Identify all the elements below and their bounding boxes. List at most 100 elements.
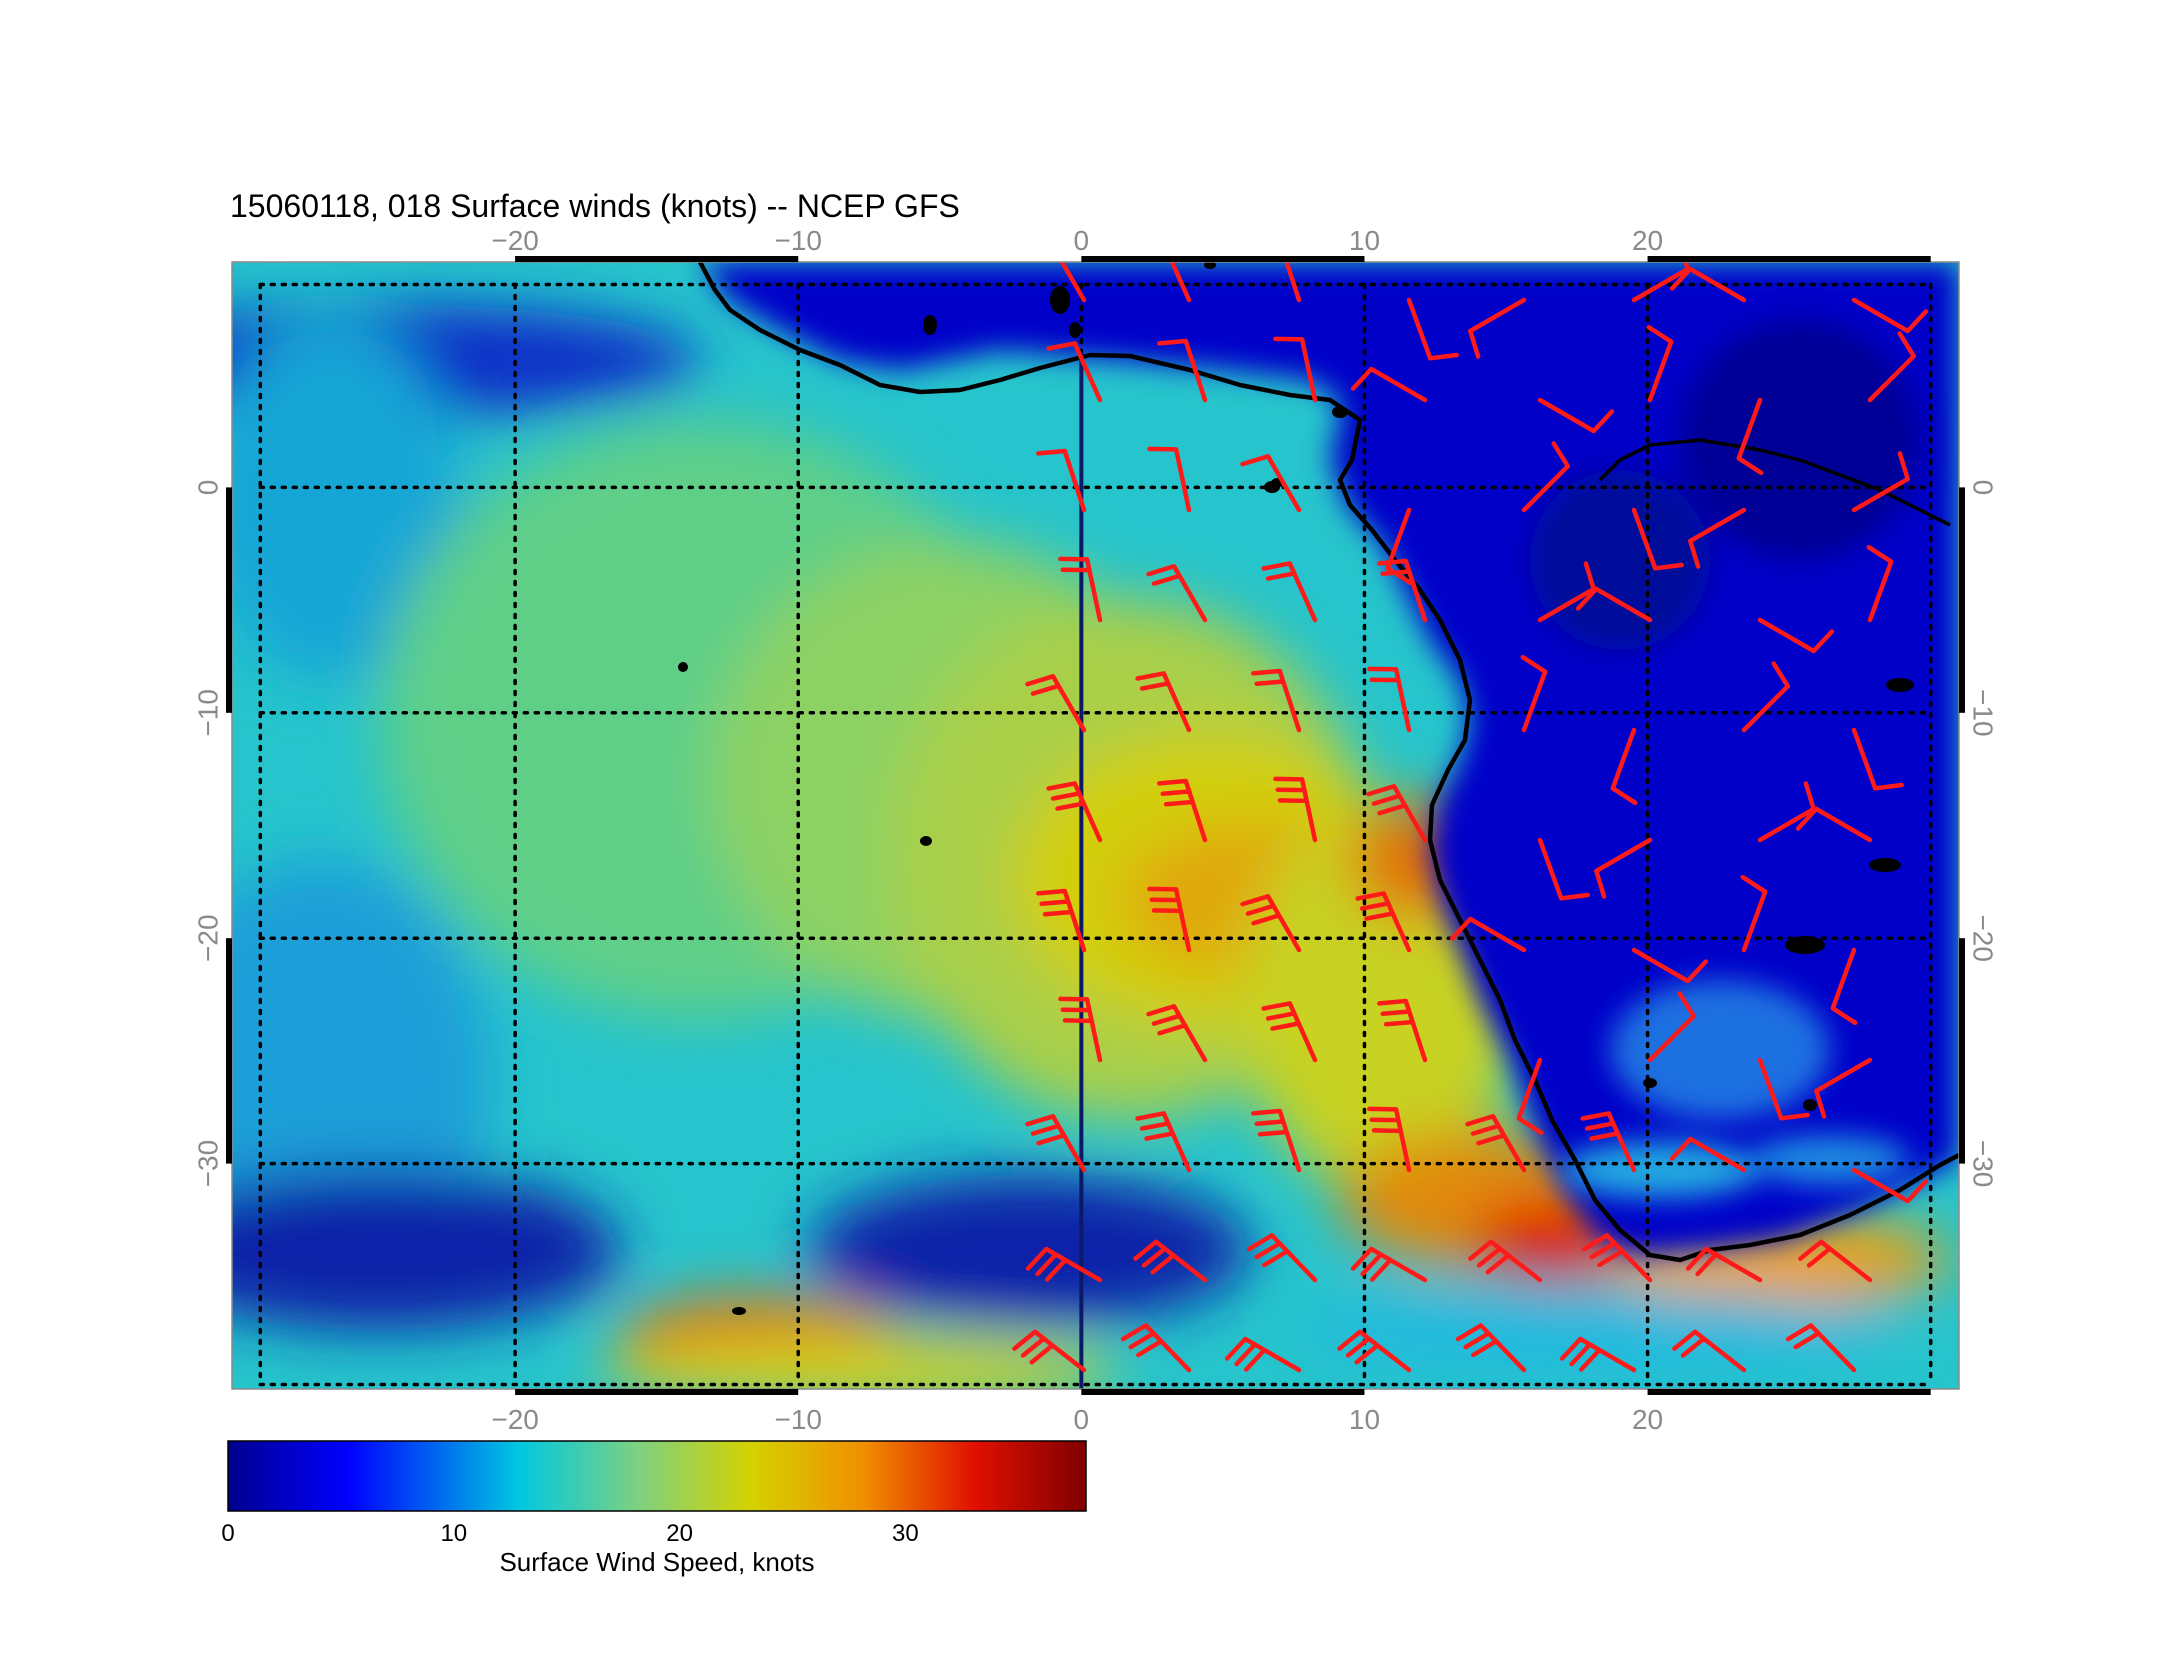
wind-barb [1449, 916, 1527, 953]
wind-barb [1465, 1114, 1527, 1173]
frame-tick-bar [1959, 938, 1965, 1164]
wind-barb [1012, 1329, 1087, 1373]
lon-label: 20 [1632, 1404, 1663, 1435]
wind-barb [1046, 781, 1103, 843]
wind-barb [1240, 454, 1302, 513]
lon-label: −20 [491, 225, 539, 256]
wind-barb [1367, 666, 1412, 733]
wind-barb [1385, 507, 1413, 586]
wind-barb [1740, 874, 1768, 953]
wind-barb [1036, 888, 1087, 953]
wind-barb [1851, 451, 1910, 513]
frame-tick-bar [1647, 256, 1931, 262]
lat-label: −10 [1968, 689, 1999, 737]
wind-barb [1672, 1329, 1747, 1373]
wind-barb [1147, 446, 1192, 513]
wind-barb [1157, 338, 1208, 403]
lat-label: −20 [192, 914, 223, 962]
wind-barb [1157, 778, 1208, 843]
wind-barbs [1012, 262, 1929, 1373]
wind-barb [1830, 947, 1858, 1026]
wind-barb [1350, 366, 1428, 403]
wind-barb [1337, 1329, 1412, 1373]
wind-barb [1785, 1323, 1857, 1373]
wind-barb [1520, 654, 1548, 733]
wind-barb [1147, 886, 1192, 953]
wind-barb [1631, 262, 1690, 303]
wind-barb [1377, 998, 1428, 1063]
frame-tick-bar [1647, 1389, 1931, 1395]
wind-barb [1169, 262, 1192, 303]
wind-barb [1058, 556, 1103, 623]
wind-barb [1406, 297, 1459, 361]
wind-barb [1757, 617, 1835, 654]
lat-label: −30 [1968, 1140, 1999, 1188]
wind-barb [1647, 991, 1697, 1063]
latitude-labels-left: 0 −10 −20 −30 [192, 480, 223, 1188]
wind-barb [1036, 448, 1087, 513]
wind-barb [1261, 1001, 1318, 1063]
wind-barb [1537, 837, 1590, 901]
wind-barb [1580, 1111, 1637, 1173]
colorbar-tick-label: 30 [892, 1520, 919, 1547]
wind-barb [1851, 1167, 1929, 1204]
lon-label: 20 [1632, 225, 1663, 256]
wind-barb [1685, 1246, 1763, 1283]
lon-label: 10 [1349, 1404, 1380, 1435]
wind-barb [1455, 1323, 1527, 1373]
frame-tick-bar [226, 487, 232, 713]
wind-barb [1146, 564, 1208, 623]
lon-label: −20 [491, 1404, 539, 1435]
wind-speed-field [232, 262, 1959, 1389]
wind-barb [1224, 1336, 1302, 1373]
wind-barb [1355, 891, 1412, 953]
wind-barb [1866, 544, 1894, 623]
wind-barb [1631, 507, 1684, 571]
wind-barb [1025, 674, 1087, 733]
map-title: 15060118, 018 Surface winds (knots) -- N… [230, 188, 960, 224]
wind-barb [1814, 1057, 1873, 1119]
lat-label: 0 [192, 480, 223, 496]
wind-barb [1757, 781, 1816, 843]
wind-barb [1133, 1239, 1208, 1283]
wind-barb [1795, 806, 1873, 843]
longitude-labels-bottom: −20 −10 0 10 20 [491, 1404, 1663, 1435]
wind-barb [1377, 558, 1428, 623]
colorbar-tick-label: 0 [221, 1520, 234, 1547]
wind-barb [1025, 1246, 1103, 1283]
wind-barb [1669, 266, 1747, 303]
wind-barb [1741, 661, 1791, 733]
lon-label: 10 [1349, 225, 1380, 256]
lat-label: −10 [192, 689, 223, 737]
wind-barb [1261, 561, 1318, 623]
frame-tick-bar [1959, 487, 1965, 713]
wind-barb [1537, 397, 1615, 434]
wind-barb [1246, 1233, 1318, 1283]
wind-barb [1581, 1233, 1653, 1283]
wind-barb [1273, 776, 1318, 843]
wind-barb [1251, 1108, 1302, 1173]
lon-label: −10 [774, 1404, 822, 1435]
frame-ticks [226, 256, 1965, 1395]
wind-barb [1851, 297, 1929, 334]
colorbar-tick-label: 10 [440, 1520, 467, 1547]
frame-tick-bar [1081, 256, 1365, 262]
longitude-labels-top: −20 −10 0 10 20 [491, 225, 1663, 256]
lon-label: 0 [1074, 1404, 1090, 1435]
wind-barb [1046, 341, 1103, 403]
wind-barb [1366, 784, 1428, 843]
wind-barb [1575, 586, 1653, 623]
wind-barb [1135, 671, 1192, 733]
frame-tick-bar [515, 256, 799, 262]
lon-label: −10 [774, 225, 822, 256]
colorbar: 0 10 20 30 Surface Wind Speed, knots [221, 1440, 1087, 1577]
wind-barb [1559, 1336, 1637, 1373]
wind-barb [1646, 324, 1674, 403]
wind-barb [1537, 561, 1596, 623]
graticule [258, 282, 1933, 1387]
lon-label: 0 [1074, 225, 1090, 256]
wind-barb [1594, 837, 1653, 899]
wind-barb [1688, 507, 1747, 569]
wind-barb [1669, 1136, 1747, 1173]
